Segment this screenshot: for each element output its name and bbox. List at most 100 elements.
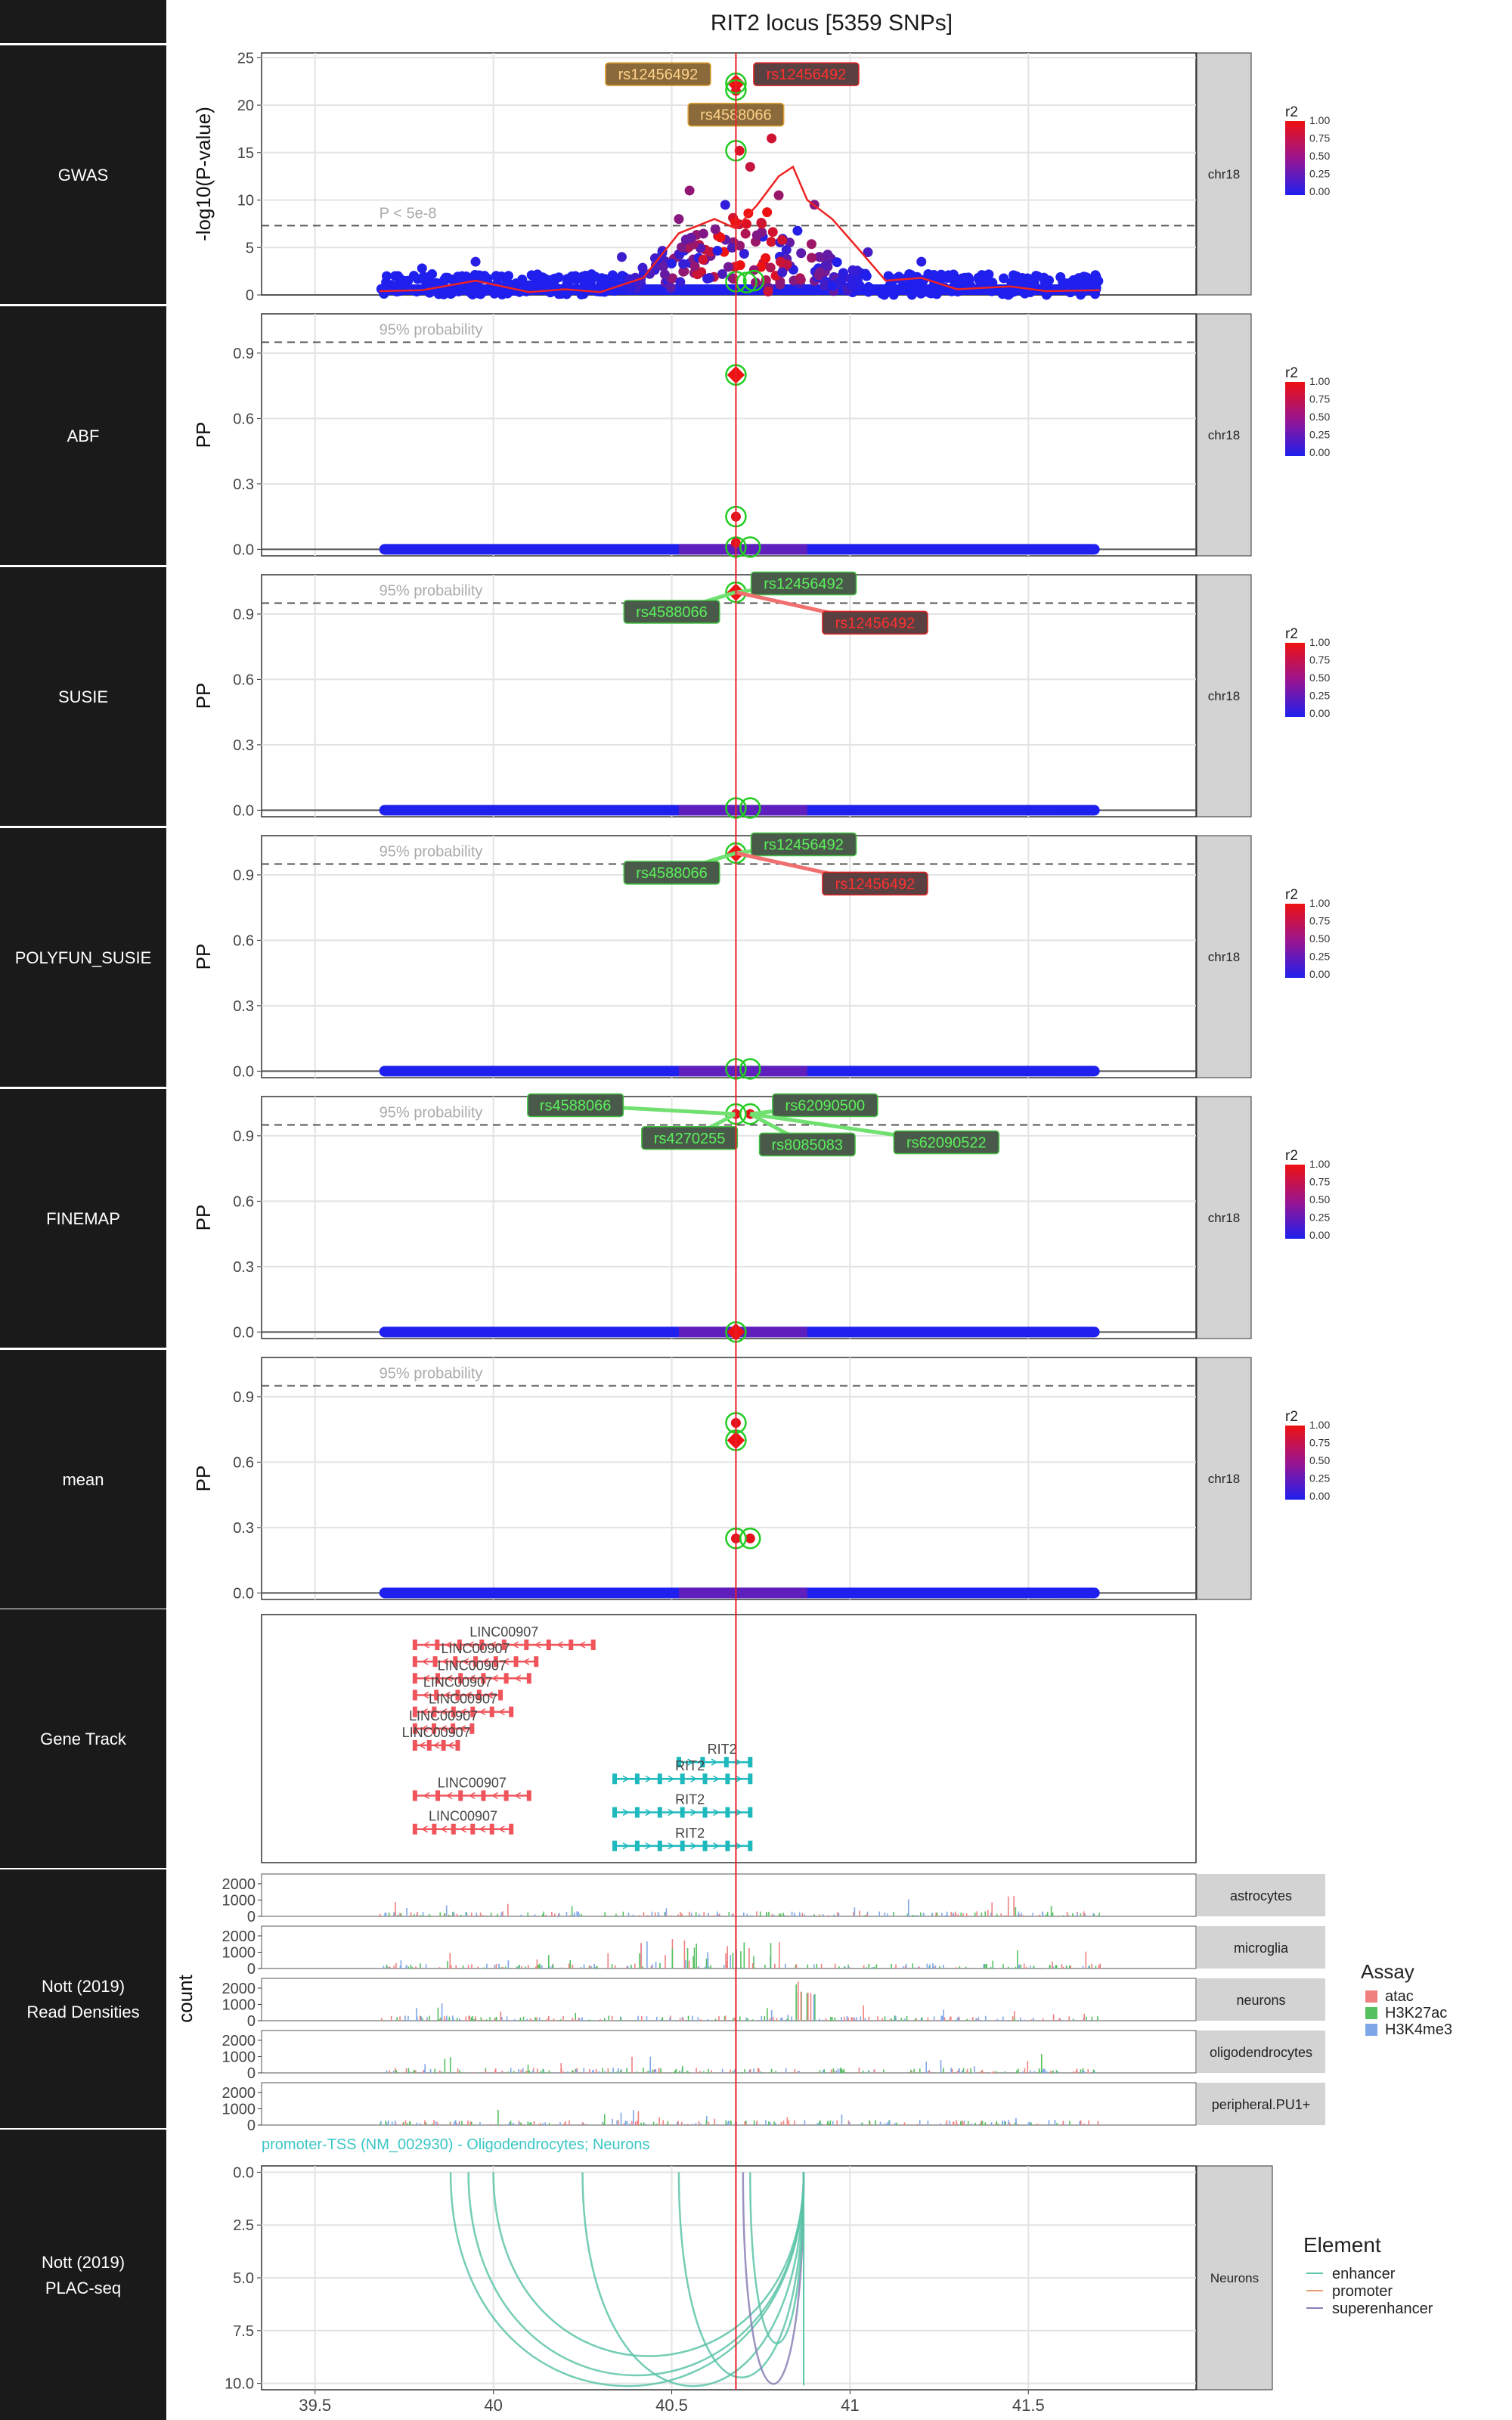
density-bar	[816, 1963, 818, 1969]
gene-arrow	[432, 1742, 440, 1749]
snp-point	[807, 253, 817, 263]
density-bar	[679, 2071, 680, 2073]
density-bar	[981, 1912, 983, 1916]
gene-name: LINC00907	[429, 1692, 497, 1707]
density-bar	[1019, 2124, 1021, 2125]
density-bar	[827, 1915, 829, 1916]
density-bar	[530, 2018, 531, 2021]
y-axis-label: PP	[192, 944, 215, 970]
density-bar	[637, 2111, 640, 2125]
density-bar	[414, 1914, 415, 1916]
snp-band-ld	[678, 805, 807, 816]
density-bar	[864, 2018, 866, 2021]
density-bar	[760, 2071, 762, 2073]
density-bar	[1060, 2019, 1061, 2021]
density-bar	[972, 2017, 974, 2021]
r2-legend-tick: 1.00	[1309, 375, 1330, 387]
density-bar	[543, 2069, 544, 2073]
density-bar	[396, 2017, 398, 2021]
density-bar	[819, 2070, 821, 2073]
density-bar	[576, 1911, 578, 1916]
density-bar	[990, 1912, 992, 1916]
density-bar	[445, 1905, 448, 1916]
y-tick-label: 0	[247, 2118, 256, 2134]
gene-exon	[435, 1673, 441, 1684]
density-bar	[782, 2121, 785, 2125]
gene-exon	[434, 1689, 439, 1701]
density-bar	[1045, 1914, 1047, 1916]
snp-point	[785, 237, 795, 248]
row-label-header	[0, 0, 166, 43]
density-bar	[548, 2070, 550, 2073]
snp-point	[795, 275, 806, 285]
density-bar	[867, 2070, 869, 2073]
panel-read-densities: count010002000astrocytes010002000microgl…	[174, 1873, 1325, 2134]
density-bar	[810, 1993, 812, 2021]
density-bar	[739, 2016, 741, 2021]
density-bar	[439, 2018, 441, 2021]
density-bar	[664, 1912, 666, 1916]
density-bar	[757, 2068, 759, 2073]
density-bar	[454, 1913, 455, 1916]
density-bar	[479, 1912, 482, 1916]
track-frame	[261, 2082, 1197, 2126]
density-bar	[639, 1953, 640, 1969]
snp-point	[832, 257, 842, 268]
density-bar	[862, 2071, 864, 2073]
x-tick-label: 39.5	[299, 2396, 331, 2415]
density-bar	[733, 1913, 734, 1916]
density-bar	[1021, 1913, 1023, 1916]
density-bar	[953, 2121, 954, 2125]
r2-legend: r2 1.000.750.500.250.00	[1285, 887, 1330, 980]
density-bar	[583, 2068, 585, 2073]
snp-label: rs12456492	[835, 876, 916, 892]
gene-exon	[473, 1656, 479, 1668]
density-bar	[884, 2016, 886, 2021]
density-bar	[526, 2018, 528, 2021]
gene-name: LINC00907	[429, 1809, 497, 1824]
gene-arrow	[690, 1808, 698, 1817]
snp-point	[702, 273, 713, 284]
density-bar	[655, 2124, 658, 2125]
density-bar	[671, 1948, 674, 1969]
gene-arrow	[512, 1641, 519, 1649]
density-bar	[1073, 2071, 1074, 2073]
snp-point	[813, 270, 824, 281]
density-bar	[991, 2020, 993, 2021]
snp-point	[715, 232, 726, 243]
density-bar	[1049, 2124, 1051, 2125]
density-bar	[490, 1913, 492, 1916]
density-bar	[785, 1963, 786, 1969]
density-bar	[467, 2120, 469, 2125]
density-bar	[477, 1966, 479, 1969]
gene-arrow	[497, 1826, 505, 1833]
density-bar	[804, 1914, 805, 1916]
plac-arc	[467, 2172, 805, 2377]
gene-exon	[441, 1739, 446, 1751]
gene-exon	[412, 1689, 417, 1701]
density-bar	[1030, 2070, 1031, 2073]
density-bar	[547, 1955, 550, 1969]
density-bar	[624, 2121, 627, 2125]
gene-name: LINC00907	[442, 1641, 510, 1656]
density-bar	[607, 2068, 609, 2073]
density-bar	[538, 1964, 539, 1969]
density-bar	[751, 1963, 754, 1969]
density-bar	[425, 2122, 427, 2125]
density-bar	[894, 2123, 896, 2125]
density-bar	[438, 2124, 439, 2125]
density-bar	[495, 2019, 497, 2021]
snp-point	[735, 240, 745, 251]
density-bar	[639, 1915, 640, 1916]
density-bar	[454, 2120, 457, 2125]
density-bar	[823, 2069, 826, 2073]
density-bar	[1085, 1951, 1087, 1969]
r2-legend-tick: 0.50	[1309, 1193, 1330, 1205]
gene-arrow	[445, 1792, 453, 1800]
density-bar	[782, 1913, 784, 1916]
snp-point	[923, 268, 934, 279]
y-tick-label: 0.3	[233, 998, 254, 1015]
track-frame	[261, 1925, 1197, 1969]
snp-point	[424, 287, 435, 298]
gene-exon	[702, 1840, 708, 1851]
